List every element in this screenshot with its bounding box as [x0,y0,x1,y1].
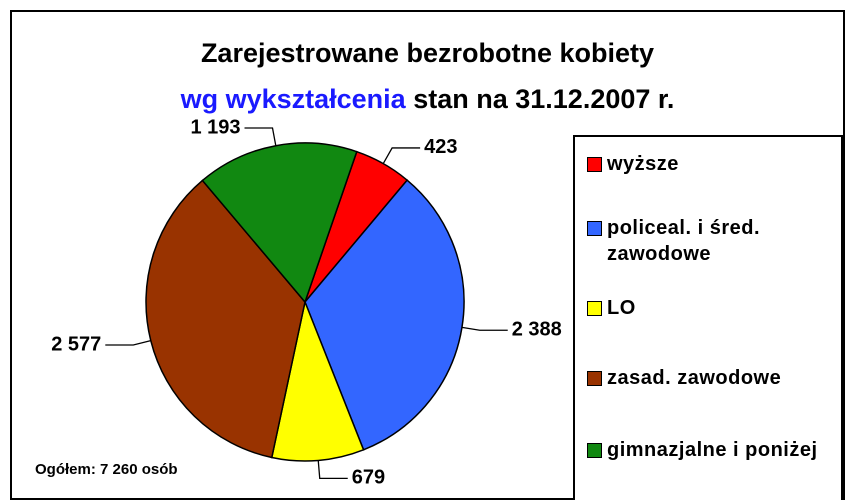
legend-item: zasad. zawodowe [587,365,845,391]
legend-swatch [587,157,602,172]
subtitle: stan na 31.12.2007 r. [413,84,675,114]
leader-line [317,460,348,480]
leader-line [105,339,151,346]
subtitle-highlight: wg wykształcenia [180,84,406,114]
legend-label: zasad. zawodowe [607,367,782,389]
legend-label: LO [607,297,636,319]
legend-swatch [587,371,602,386]
legend-label: wyższe [607,153,679,175]
legend-item: wyższe [587,151,845,177]
data-label: 679 [352,467,385,489]
annotation: Ogółem: 7 260 osób [35,461,178,478]
legend-label: policeal. i śred. zawodowe [607,217,761,265]
legend: wyższe policeal. i śred. zawodowe LO zasad.… [573,135,843,500]
chart-subtitle: wg wykształcenia stan na 31.12.2007 r. [10,84,845,115]
legend-swatch [587,443,602,458]
legend-item: LO [587,295,845,321]
legend-swatch [587,301,602,316]
legend-swatch [587,221,602,236]
pie-slice [270,299,365,462]
data-label: 423 [424,136,457,158]
legend-item: policeal. i śred. zawodowe [587,215,845,267]
legend-item: gimnazjalne i poniżej [587,437,845,463]
data-label: 1 193 [190,116,240,138]
data-label: 2 388 [512,319,562,341]
data-label: 2 577 [51,333,101,355]
leader-line [382,147,421,164]
legend-label: gimnazjalne i poniżej [607,439,818,461]
leader-line [244,127,277,146]
chart-title: Zarejestrowane bezrobotne kobiety [200,38,655,68]
leader-line [461,326,508,331]
